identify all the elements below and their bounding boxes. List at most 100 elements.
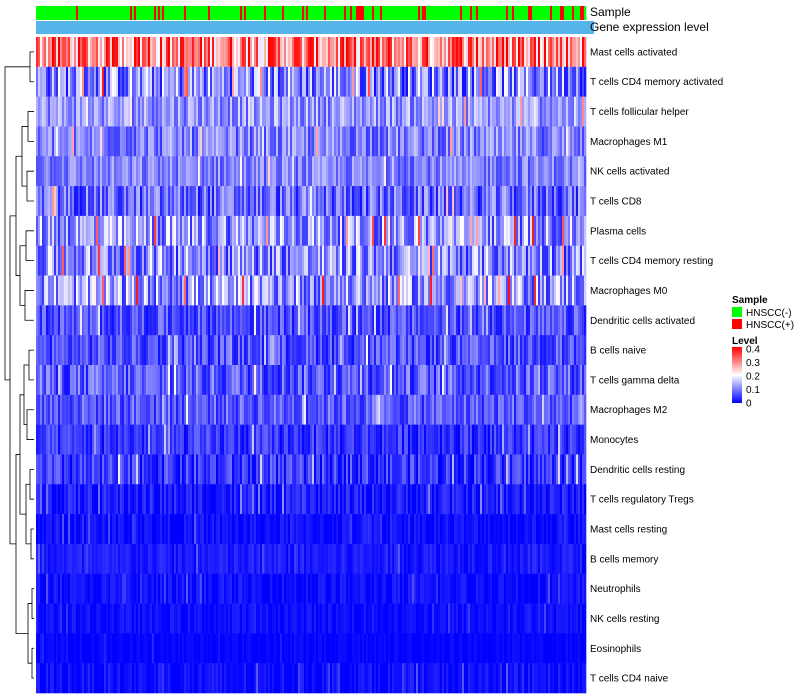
heatmap-cell xyxy=(44,484,47,515)
heatmap-cell xyxy=(342,305,345,336)
heatmap-cell xyxy=(482,215,485,247)
heatmap-cell xyxy=(386,156,389,187)
heatmap-cell xyxy=(74,37,77,68)
heatmap-cell xyxy=(352,275,355,306)
heatmap-cell xyxy=(414,96,417,127)
sample-annotation-cell xyxy=(226,6,229,20)
sample-annotation-cell xyxy=(148,6,151,20)
sample-annotation-cell xyxy=(360,6,363,20)
heatmap-cell xyxy=(556,514,559,545)
heatmap-cell xyxy=(304,305,307,336)
heatmap-cell xyxy=(488,275,491,306)
heatmap-cell xyxy=(316,424,319,455)
heatmap-cell xyxy=(116,454,119,485)
heatmap-cell xyxy=(204,454,207,485)
heatmap-cell xyxy=(356,96,359,127)
heatmap-cell xyxy=(542,275,545,306)
heatmap-cell xyxy=(294,484,297,515)
sample-annotation-cell xyxy=(268,6,271,20)
heatmap-cell xyxy=(122,96,125,127)
heatmap-cell xyxy=(348,335,351,366)
heatmap-cell xyxy=(302,365,305,396)
heatmap-cell xyxy=(240,126,243,157)
heatmap-cell xyxy=(404,245,407,276)
heatmap-cell xyxy=(182,66,185,97)
heatmap-cell xyxy=(78,126,81,157)
heatmap-cell xyxy=(342,186,345,217)
heatmap-cell xyxy=(392,305,395,336)
heatmap-cell xyxy=(178,66,181,97)
heatmap-cell xyxy=(174,126,177,157)
heatmap-cell xyxy=(206,126,209,157)
heatmap-cell xyxy=(534,514,537,545)
heatmap-cell xyxy=(402,215,405,247)
heatmap-cell xyxy=(128,335,131,366)
heatmap-cell xyxy=(448,156,451,187)
heatmap-cell xyxy=(250,156,253,187)
heatmap-cell xyxy=(170,394,173,425)
heatmap-cell xyxy=(346,66,349,97)
sample-annotation-cell xyxy=(98,6,101,20)
heatmap-cell xyxy=(78,424,81,455)
heatmap-cell xyxy=(312,454,315,485)
heatmap-cell xyxy=(306,514,309,545)
heatmap-cell xyxy=(210,96,213,127)
heatmap-cell xyxy=(56,514,59,545)
heatmap-cell xyxy=(564,186,567,217)
heatmap-cell xyxy=(572,335,575,366)
heatmap-cell xyxy=(146,335,149,366)
heatmap-cell xyxy=(396,394,399,425)
heatmap-cell xyxy=(350,215,353,247)
heatmap-cell xyxy=(172,245,175,276)
heatmap-cell xyxy=(352,484,355,515)
heatmap-cell xyxy=(378,454,381,485)
heatmap-cell xyxy=(242,96,245,127)
heatmap-cell xyxy=(62,37,65,68)
sample-annotation-cell xyxy=(374,6,377,20)
heatmap-cell xyxy=(50,514,53,545)
heatmap-cell xyxy=(514,96,517,127)
heatmap-cell xyxy=(110,156,113,187)
heatmap-cell xyxy=(582,37,585,68)
heatmap-cell xyxy=(286,96,289,127)
heatmap-cell xyxy=(154,66,157,97)
heatmap-cell xyxy=(412,96,415,127)
heatmap-cell xyxy=(304,156,307,187)
heatmap-cell xyxy=(364,37,367,68)
heatmap-cell xyxy=(546,186,549,217)
heatmap-cell xyxy=(226,514,229,545)
heatmap-cell xyxy=(452,215,455,247)
heatmap-cell xyxy=(418,37,421,68)
heatmap-cell xyxy=(466,484,469,515)
heatmap-cell xyxy=(466,156,469,187)
heatmap-cell xyxy=(544,335,547,366)
heatmap-cell xyxy=(322,305,325,336)
heatmap-cell xyxy=(36,245,39,276)
heatmap-cell xyxy=(428,245,431,276)
heatmap-cell xyxy=(270,245,273,276)
heatmap-cell xyxy=(152,335,155,366)
heatmap-cell xyxy=(348,156,351,187)
heatmap-cell xyxy=(90,215,93,247)
heatmap-cell xyxy=(56,454,59,485)
heatmap-cell xyxy=(40,394,43,425)
heatmap-cell xyxy=(206,186,209,217)
heatmap-cell xyxy=(268,126,271,157)
heatmap-cell xyxy=(74,245,77,276)
heatmap-cell xyxy=(376,186,379,217)
heatmap-cell xyxy=(290,424,293,455)
heatmap-cell xyxy=(382,335,385,366)
heatmap-cell xyxy=(540,126,543,157)
heatmap-cell xyxy=(166,96,169,127)
heatmap-cell xyxy=(468,66,471,97)
heatmap-cell xyxy=(416,66,419,97)
heatmap-cell xyxy=(40,305,43,336)
heatmap-cell xyxy=(554,305,557,336)
heatmap-cell xyxy=(358,514,361,545)
sample-annotation-cell xyxy=(534,6,537,20)
heatmap-cell xyxy=(70,424,73,455)
heatmap-cell xyxy=(482,186,485,217)
heatmap-cell xyxy=(396,514,399,545)
heatmap-cell xyxy=(334,245,337,276)
heatmap-cell xyxy=(556,186,559,217)
